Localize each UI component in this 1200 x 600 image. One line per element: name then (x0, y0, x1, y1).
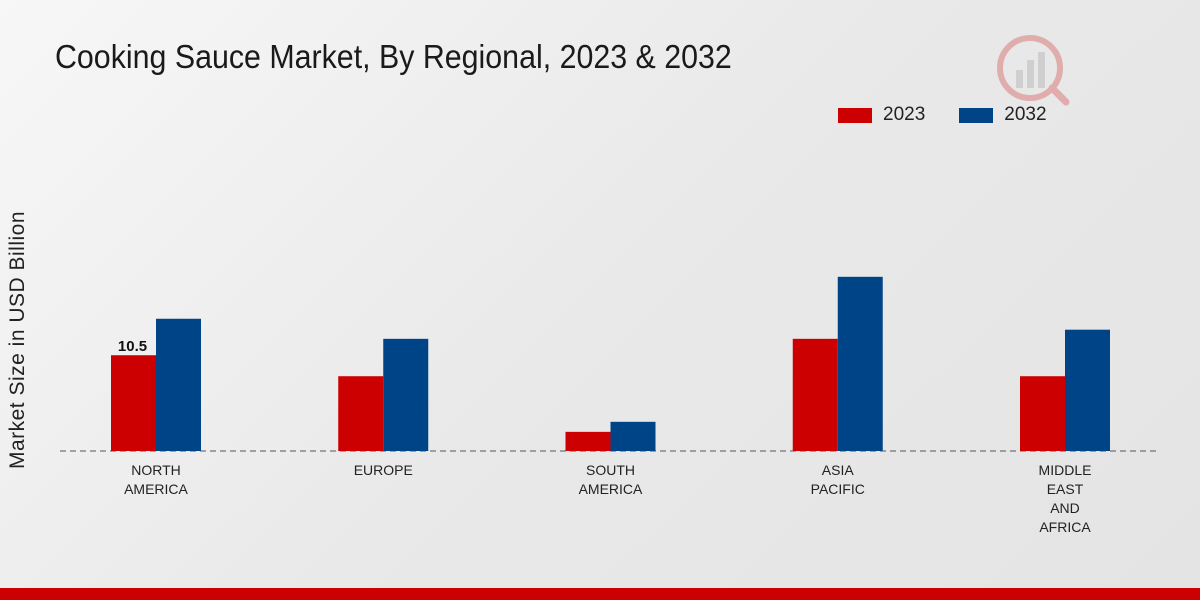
chart-legend: 2023 2032 (838, 104, 1081, 126)
x-tick-label: NORTH AMERICA (124, 462, 188, 497)
bar-2032-middle-east-and-africa (1065, 329, 1110, 451)
bar-2023-south-america (565, 431, 611, 451)
chart-title: Cooking Sauce Market, By Regional, 2023 … (55, 38, 732, 75)
x-tick-label: EUROPE (354, 462, 413, 478)
bar-2032-europe (383, 338, 429, 451)
legend-label-2023: 2023 (883, 104, 926, 125)
legend-swatch-2023 (838, 107, 872, 123)
bar-2023-asia-pacific (792, 338, 838, 451)
x-tick-label: SOUTH AMERICA (579, 462, 643, 497)
bar-2032-south-america (610, 421, 656, 451)
legend-swatch-2032 (959, 107, 994, 123)
bar-2023-north-america (111, 355, 156, 451)
data-label: 10.5 (118, 338, 147, 355)
bar-2032-north-america (156, 318, 201, 451)
legend-label-2032: 2032 (1004, 104, 1047, 125)
legend-item-2032: 2032 (959, 104, 1047, 126)
bar-2023-middle-east-and-africa (1020, 376, 1065, 451)
legend-item-2023: 2023 (838, 104, 925, 126)
market-research-logo-icon (997, 35, 1070, 106)
bar-2032-asia-pacific (837, 276, 883, 451)
x-tick-label: ASIA PACIFIC (811, 462, 865, 497)
bar-2023-europe (338, 376, 384, 451)
x-tick-label: MIDDLE EAST AND AFRICA (1039, 462, 1092, 535)
footer-bar (0, 588, 1200, 600)
